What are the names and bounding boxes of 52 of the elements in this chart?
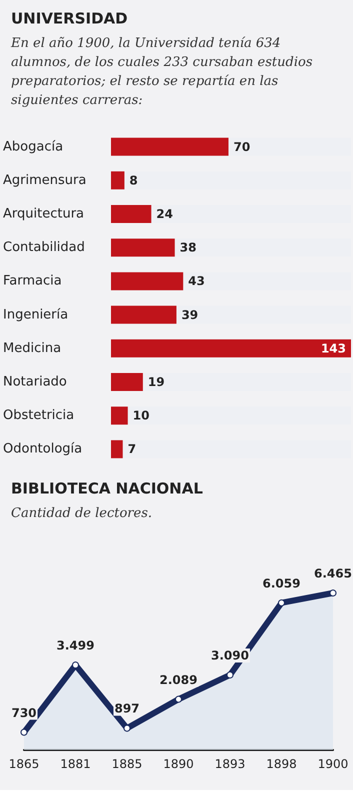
bar [111,406,128,425]
x-tick-label: 1881 [60,757,91,771]
x-tick-label: 1885 [112,757,142,771]
bar [111,205,152,223]
data-label: 38 [180,240,196,255]
y-tick-label: Arquitectura [3,206,84,222]
point [124,724,130,732]
data-label: 6.059 [262,576,300,590]
data-label: 730 [11,706,37,720]
x-tick-label: 1865 [8,757,40,771]
bar [111,238,175,257]
point [20,728,28,736]
y-tick-label: Farmacia [3,274,62,289]
data-label: 7 [128,442,136,456]
data-label: 8 [129,173,138,188]
x-tick-label: 1893 [214,757,246,771]
point [278,599,285,606]
bar [111,440,123,458]
y-tick-label: Odontología [3,442,82,457]
data-label: 3.499 [56,638,94,653]
data-label: 2.089 [160,672,198,687]
bar [111,306,176,324]
point [330,589,336,596]
x-tick-label: 1898 [266,757,297,771]
y-tick-label: Agrimensura [3,172,86,188]
y-tick-label: Ingeniería [3,307,68,322]
point [175,696,182,703]
data-label: 19 [148,375,165,389]
y-tick-label: Notariado [3,374,67,390]
x-tick-label: 1900 [318,757,348,771]
data-label: 143 [320,341,346,356]
y-tick-label: Medicina [3,340,62,356]
x-tick-label: 1890 [163,757,194,771]
y-tick-label: Abogacía [3,139,64,154]
chart-title: BIBLIOTECA NACIONAL [11,480,204,498]
data-label: 39 [181,308,198,322]
chart-title: UNIVERSIDAD [11,10,128,28]
bar [111,373,143,391]
data-label: 24 [156,207,173,221]
data-label: 3.090 [211,648,249,662]
data-label: 10 [132,408,150,423]
y-tick-label: Obstetricia [3,408,74,424]
data-label: 43 [188,274,205,288]
chart-subtitle: En el año 1900, la Universidad tenía 634 alumnos, de los cuales 233 cursaban estudios preparatorios; el resto se repartía en las siguientes carreras: [10,36,317,108]
point [226,671,234,678]
bar [111,171,124,190]
data-label: 6.465 [314,566,352,580]
data-label: 70 [233,140,250,154]
data-label: 897 [114,702,140,716]
bar [111,272,184,290]
chart-subtitle: Cantidad de lectores. [11,506,152,521]
y-tick-label: Contabilidad [3,240,85,256]
